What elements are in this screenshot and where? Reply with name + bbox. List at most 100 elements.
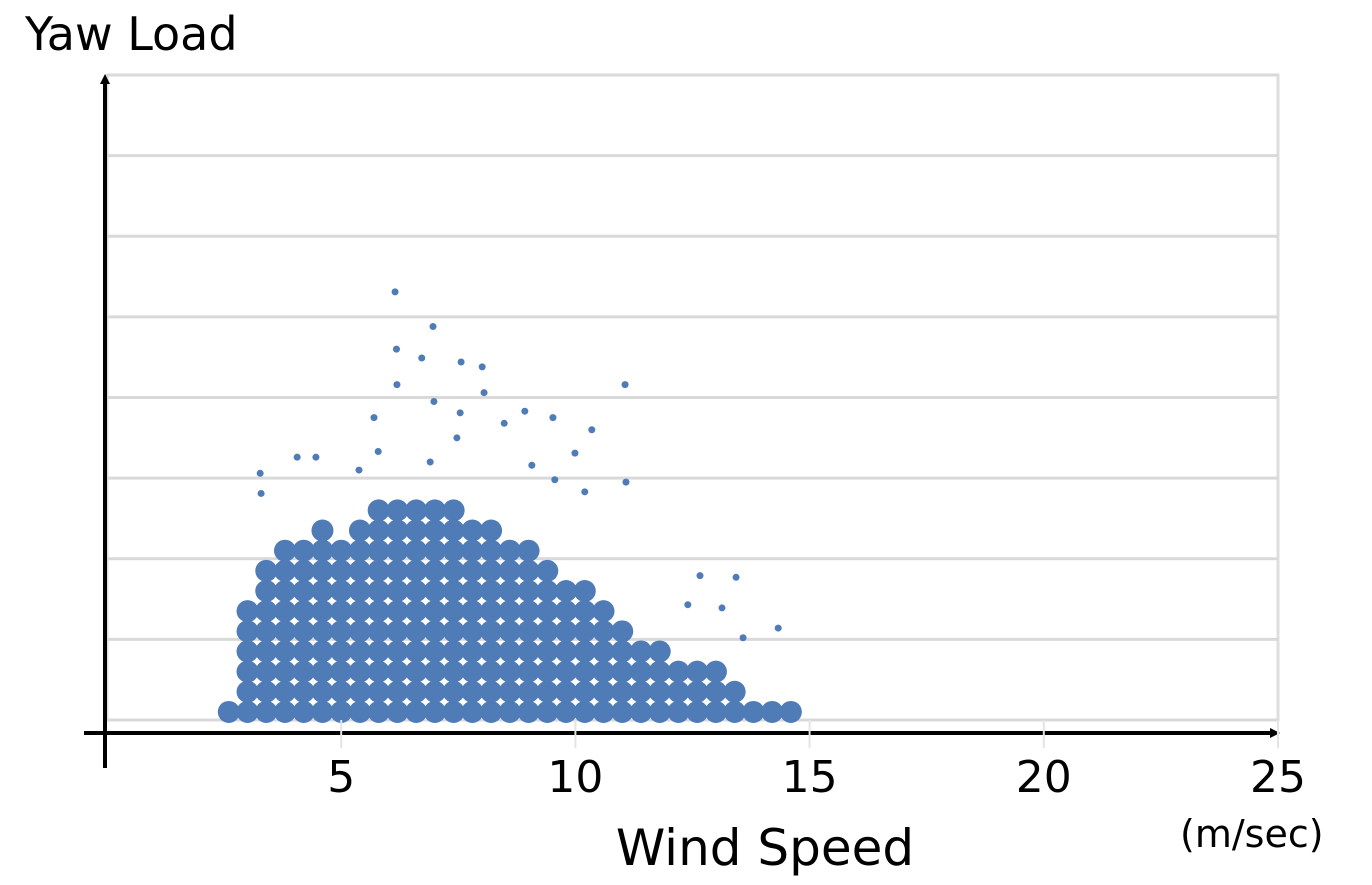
point — [405, 620, 428, 643]
point — [423, 580, 446, 602]
point — [386, 499, 409, 522]
point — [592, 660, 615, 683]
point — [355, 466, 363, 474]
point — [273, 539, 296, 562]
point — [517, 600, 540, 623]
point — [621, 381, 629, 389]
point — [573, 700, 596, 723]
point — [273, 580, 296, 602]
point — [536, 660, 559, 683]
point — [330, 620, 353, 643]
point — [392, 345, 400, 353]
point — [367, 539, 390, 562]
point — [456, 409, 464, 417]
point — [423, 539, 446, 562]
point — [648, 660, 671, 683]
point — [779, 700, 802, 723]
point — [461, 559, 484, 582]
point — [536, 680, 559, 703]
point — [442, 600, 465, 623]
point — [478, 363, 486, 371]
point — [217, 700, 240, 723]
point — [500, 419, 508, 427]
point — [255, 660, 278, 683]
point — [555, 640, 578, 663]
point — [423, 559, 446, 582]
point — [461, 680, 484, 703]
point — [536, 620, 559, 643]
point — [498, 559, 521, 582]
point — [648, 640, 671, 663]
point — [311, 539, 334, 562]
point — [312, 453, 320, 461]
point — [348, 640, 371, 663]
point — [498, 700, 521, 723]
point — [255, 620, 278, 643]
x-tick-label: 5 — [327, 752, 355, 803]
point — [292, 539, 315, 562]
point — [696, 572, 704, 580]
point — [292, 559, 315, 582]
point — [442, 539, 465, 562]
point — [330, 600, 353, 623]
point — [273, 559, 296, 582]
point — [348, 559, 371, 582]
point — [461, 539, 484, 562]
point — [367, 620, 390, 643]
point — [480, 559, 503, 582]
point — [348, 519, 371, 542]
point — [386, 539, 409, 562]
point — [629, 680, 652, 703]
point — [536, 600, 559, 623]
point — [386, 640, 409, 663]
point — [367, 499, 390, 522]
point — [292, 660, 315, 683]
point — [330, 580, 353, 602]
point — [348, 539, 371, 562]
x-tick-label: 20 — [1016, 752, 1072, 803]
point — [442, 700, 465, 723]
point — [480, 620, 503, 643]
point — [311, 660, 334, 683]
point — [592, 640, 615, 663]
point — [517, 660, 540, 683]
point — [311, 600, 334, 623]
point — [330, 539, 353, 562]
point — [367, 519, 390, 542]
point — [573, 600, 596, 623]
point — [386, 680, 409, 703]
point — [592, 680, 615, 703]
point — [480, 640, 503, 663]
point — [330, 680, 353, 703]
point — [704, 660, 727, 683]
point — [423, 519, 446, 542]
point — [442, 620, 465, 643]
point — [536, 580, 559, 602]
point — [551, 476, 559, 484]
point — [667, 680, 690, 703]
point — [418, 354, 426, 362]
point — [723, 680, 746, 703]
point — [405, 499, 428, 522]
point — [648, 700, 671, 723]
point — [273, 660, 296, 683]
x-unit-label: (m/sec) — [1180, 812, 1324, 856]
point — [517, 539, 540, 562]
point — [461, 620, 484, 643]
point — [480, 389, 488, 397]
point — [573, 620, 596, 643]
point — [517, 580, 540, 602]
point — [732, 573, 740, 581]
point — [348, 680, 371, 703]
point — [348, 580, 371, 602]
point — [370, 414, 378, 422]
point — [555, 700, 578, 723]
point — [461, 600, 484, 623]
point — [311, 700, 334, 723]
point — [292, 600, 315, 623]
point — [255, 559, 278, 582]
point — [667, 660, 690, 683]
point — [393, 381, 401, 389]
point — [573, 580, 596, 602]
